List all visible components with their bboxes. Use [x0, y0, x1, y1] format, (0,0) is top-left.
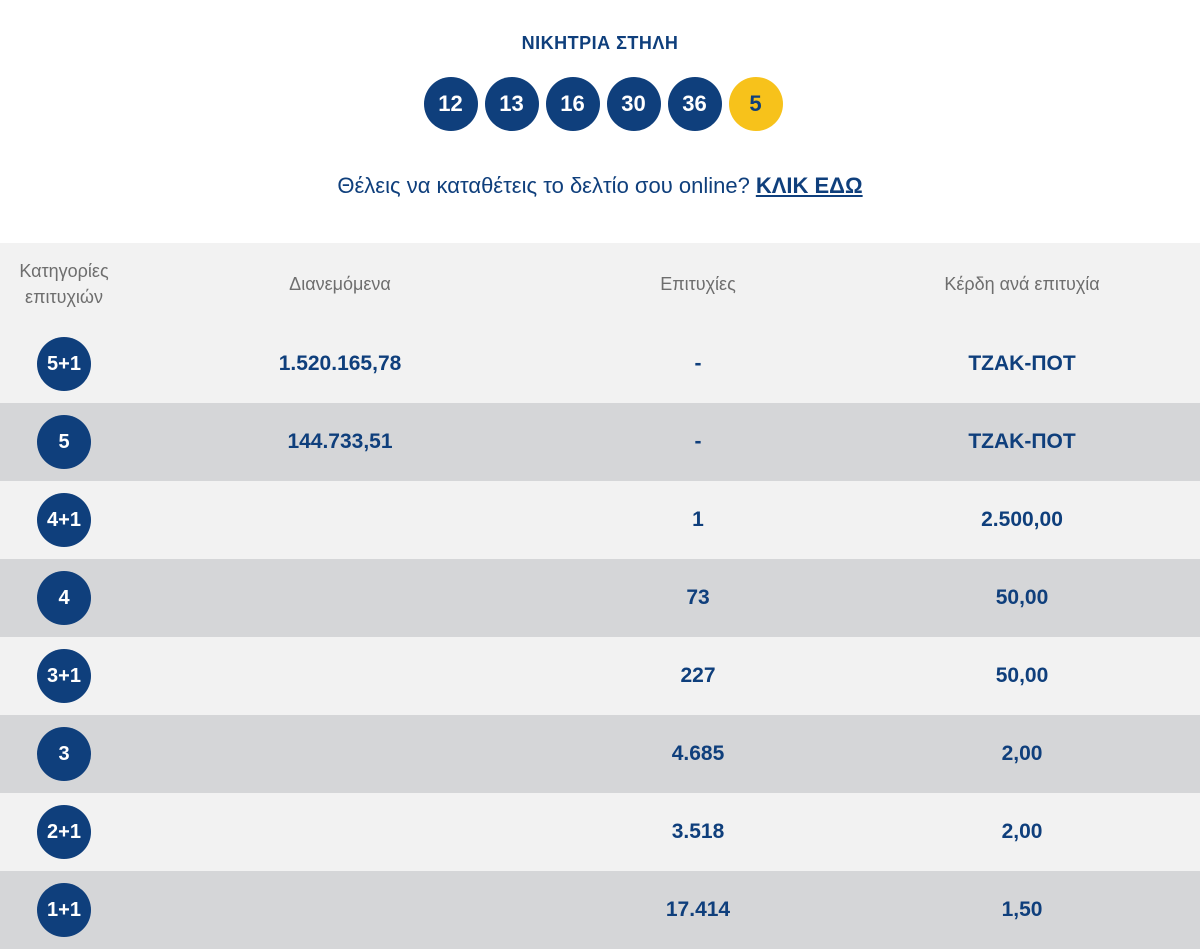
header-distributed: Διανεμόμενα — [289, 273, 391, 294]
category-badge: 5+1 — [37, 337, 91, 391]
number-ball: 13 — [484, 77, 539, 131]
table-row: 4+1 1 2.500,00 — [0, 481, 1200, 559]
table-row: 2+1 3.518 2,00 — [0, 793, 1200, 871]
prize-value: 2.500,00 — [981, 508, 1063, 531]
table-row: 5+1 1.520.165,78 - ΤΖΑΚ-ΠΟΤ — [0, 325, 1200, 403]
prize-value: 2,00 — [1001, 742, 1043, 765]
winners-value: 17.414 — [665, 898, 731, 921]
distributed-value: 144.733,51 — [287, 430, 393, 453]
table-row: 5 144.733,51 - ΤΖΑΚ-ΠΟΤ — [0, 403, 1200, 481]
prize-value: ΤΖΑΚ-ΠΟΤ — [968, 430, 1076, 453]
table-row: 4 73 50,00 — [0, 559, 1200, 637]
winners-value: - — [694, 430, 702, 453]
bonus-ball: 5 — [728, 77, 783, 131]
prize-value: 2,00 — [1001, 820, 1043, 843]
promo-text: Θέλεις να καταθέτεις το δελτίο σου onlin… — [337, 173, 750, 198]
winners-value: - — [694, 352, 702, 375]
category-badge: 3 — [37, 727, 91, 781]
prize-value: 50,00 — [995, 664, 1049, 687]
winning-numbers: 12 13 16 30 36 5 — [0, 77, 1200, 131]
category-badge: 4+1 — [37, 493, 91, 547]
category-badge: 5 — [37, 415, 91, 469]
number-ball: 36 — [667, 77, 722, 131]
number-ball: 16 — [545, 77, 600, 131]
click-here-link[interactable]: ΚΛΙΚ ΕΔΩ — [755, 173, 863, 198]
table-row: 1+1 17.414 1,50 — [0, 871, 1200, 949]
header-category: Κατηγορίες επιτυχιών — [19, 261, 109, 307]
winning-column-title: ΝΙΚΗΤΡΙΑ ΣΤΗΛΗ — [521, 33, 679, 53]
number-ball: 30 — [606, 77, 661, 131]
table-row: 3+1 227 50,00 — [0, 637, 1200, 715]
category-badge: 1+1 — [37, 883, 91, 937]
winners-value: 4.685 — [671, 742, 725, 765]
header-winners: Επιτυχίες — [660, 273, 736, 294]
header-prize: Κέρδη ανά επιτυχία — [944, 273, 1100, 294]
table-row: 3 4.685 2,00 — [0, 715, 1200, 793]
winners-value: 3.518 — [671, 820, 725, 843]
winners-value: 1 — [692, 508, 704, 531]
online-promo: Θέλεις να καταθέτεις το δελτίο σου onlin… — [0, 173, 1200, 199]
winners-value: 227 — [680, 664, 716, 687]
number-ball: 12 — [423, 77, 478, 131]
prize-value: 50,00 — [995, 586, 1049, 609]
prize-table: Κατηγορίες επιτυχιών Διανεμόμενα Επιτυχί… — [0, 243, 1200, 949]
category-badge: 2+1 — [37, 805, 91, 859]
distributed-value: 1.520.165,78 — [278, 352, 402, 375]
winning-column-section: ΝΙΚΗΤΡΙΑ ΣΤΗΛΗ 12 13 16 30 36 5 Θέλεις ν… — [0, 0, 1200, 243]
winners-value: 73 — [686, 586, 710, 609]
category-badge: 3+1 — [37, 649, 91, 703]
prize-value: ΤΖΑΚ-ΠΟΤ — [968, 352, 1076, 375]
category-badge: 4 — [37, 571, 91, 625]
table-header: Κατηγορίες επιτυχιών Διανεμόμενα Επιτυχί… — [0, 243, 1200, 325]
prize-value: 1,50 — [1001, 898, 1043, 921]
